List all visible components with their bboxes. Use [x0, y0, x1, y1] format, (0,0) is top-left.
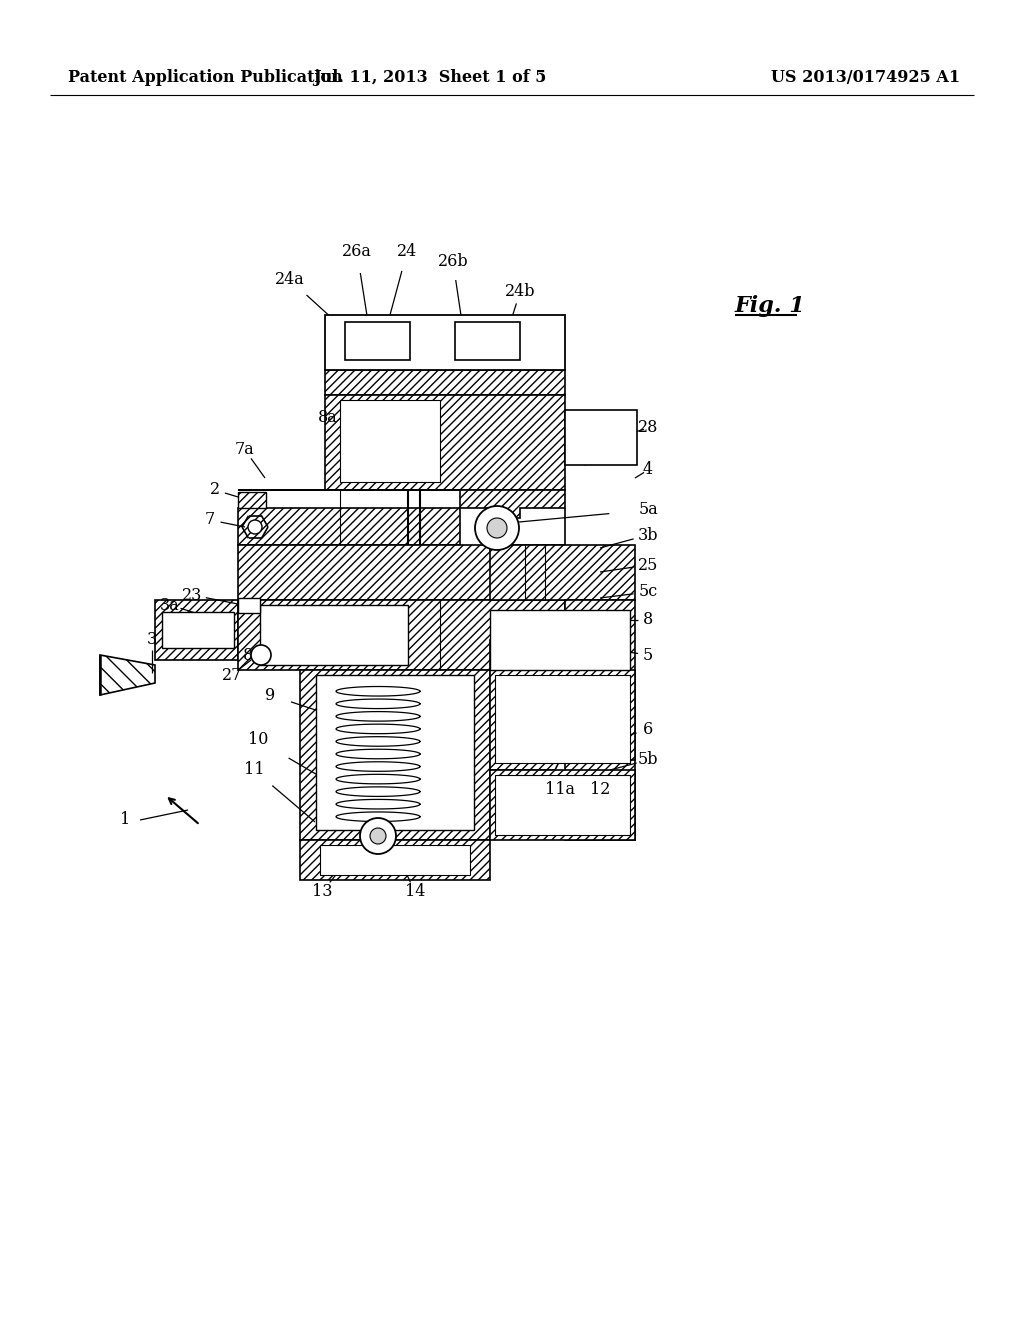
Text: 28: 28: [638, 420, 658, 437]
Text: 3b: 3b: [638, 527, 658, 544]
Bar: [345, 322, 410, 360]
Polygon shape: [325, 395, 565, 490]
Text: 24: 24: [397, 243, 417, 260]
Text: 1: 1: [120, 812, 130, 829]
Text: 10: 10: [248, 731, 268, 748]
Circle shape: [370, 828, 386, 843]
Bar: [495, 775, 630, 836]
Text: 5a: 5a: [638, 502, 657, 519]
Text: Jul. 11, 2013  Sheet 1 of 5: Jul. 11, 2013 Sheet 1 of 5: [313, 70, 547, 87]
Bar: [162, 612, 234, 648]
Text: 27: 27: [222, 667, 243, 684]
Bar: [238, 492, 266, 508]
Text: 5c: 5c: [638, 583, 657, 601]
Text: Patent Application Publication: Patent Application Publication: [68, 70, 343, 87]
Text: 7a: 7a: [236, 441, 255, 458]
Text: 11: 11: [244, 762, 264, 779]
Text: 9: 9: [265, 686, 275, 704]
Polygon shape: [490, 770, 635, 840]
Circle shape: [251, 645, 271, 665]
Text: 8a: 8a: [318, 409, 338, 426]
Polygon shape: [490, 671, 635, 770]
Text: 6: 6: [643, 722, 653, 738]
Polygon shape: [300, 840, 490, 880]
Text: US 2013/0174925 A1: US 2013/0174925 A1: [771, 70, 961, 87]
Text: 24a: 24a: [275, 272, 305, 289]
Polygon shape: [490, 545, 635, 601]
Polygon shape: [155, 601, 238, 660]
Polygon shape: [238, 601, 565, 671]
Polygon shape: [300, 671, 490, 840]
Polygon shape: [238, 490, 565, 517]
Text: 7: 7: [205, 511, 215, 528]
Text: 26b: 26b: [437, 253, 468, 271]
Circle shape: [487, 517, 507, 539]
Text: Fig. 1: Fig. 1: [735, 294, 806, 317]
Text: 5b: 5b: [638, 751, 658, 768]
Bar: [319, 845, 470, 875]
Circle shape: [248, 520, 262, 535]
Bar: [490, 610, 630, 671]
Polygon shape: [238, 545, 565, 601]
Circle shape: [475, 506, 519, 550]
Polygon shape: [100, 655, 155, 696]
Polygon shape: [565, 601, 635, 840]
Text: 24b: 24b: [505, 284, 536, 301]
Text: 3: 3: [146, 631, 157, 648]
Bar: [325, 315, 565, 370]
Text: 23: 23: [182, 586, 202, 603]
Text: 8: 8: [643, 611, 653, 628]
Bar: [455, 322, 520, 360]
Text: 4: 4: [643, 462, 653, 479]
Text: 5: 5: [643, 647, 653, 664]
Polygon shape: [238, 508, 460, 545]
Text: 14: 14: [404, 883, 425, 900]
Polygon shape: [325, 370, 565, 395]
Bar: [260, 605, 408, 665]
Bar: [495, 675, 630, 763]
Text: 25: 25: [638, 557, 658, 573]
Bar: [238, 598, 260, 612]
Bar: [316, 675, 474, 830]
Text: 12: 12: [590, 781, 610, 799]
Text: 11a: 11a: [545, 781, 575, 799]
Text: 3a: 3a: [160, 597, 180, 614]
Text: 26a: 26a: [342, 243, 372, 260]
Circle shape: [360, 818, 396, 854]
Text: 13: 13: [311, 883, 332, 900]
Bar: [565, 411, 637, 465]
Text: 2: 2: [210, 482, 220, 499]
Bar: [340, 400, 440, 482]
Text: 8: 8: [243, 647, 253, 664]
